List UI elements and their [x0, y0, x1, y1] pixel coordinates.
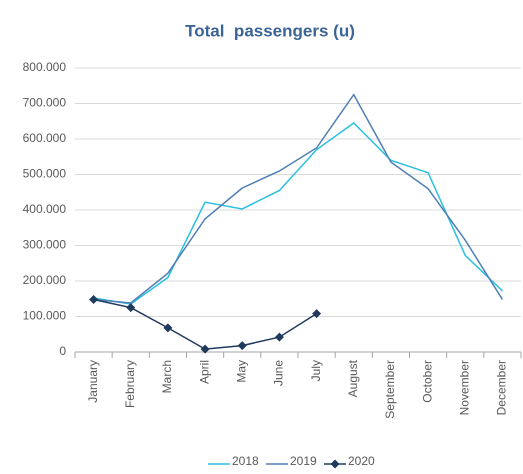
point-marker [126, 303, 136, 313]
y-tick-label: 500.000 [23, 167, 67, 181]
x-tick-label: August [346, 359, 360, 397]
y-tick-label: 800.000 [23, 60, 67, 74]
x-tick-label: February [123, 360, 137, 408]
y-tick-label: 300.000 [23, 238, 67, 252]
y-tick-label: 600.000 [23, 131, 67, 145]
x-tick-label: December [495, 360, 509, 415]
x-tick-label: March [160, 360, 174, 393]
x-tick-label: November [457, 360, 471, 415]
legend-label: 2019 [290, 454, 317, 468]
y-tick-label: 0 [59, 344, 66, 358]
legend-label: 2020 [348, 454, 375, 468]
point-marker [274, 332, 284, 342]
y-tick-label: 100.000 [23, 309, 67, 323]
x-tick-label: May [234, 360, 248, 383]
y-tick-label: 200.000 [23, 273, 67, 287]
point-marker [89, 294, 99, 304]
x-tick-label: October [420, 360, 434, 403]
legend-marker [330, 459, 340, 469]
series-line [93, 93, 504, 304]
x-tick-label: January [86, 360, 100, 403]
point-marker [163, 323, 173, 333]
point-marker [237, 341, 247, 351]
x-tick-label: July [309, 360, 323, 381]
series-line [93, 122, 503, 305]
point-marker [200, 344, 210, 354]
legend-label: 2018 [232, 454, 259, 468]
chart-title: Total passengers (u) [185, 21, 355, 40]
x-tick-label: April [197, 360, 211, 384]
y-tick-label: 700.000 [23, 96, 67, 110]
y-tick-label: 400.000 [23, 202, 67, 216]
point-marker [312, 309, 322, 319]
x-tick-label: September [383, 360, 397, 419]
x-tick-label: June [272, 360, 286, 386]
